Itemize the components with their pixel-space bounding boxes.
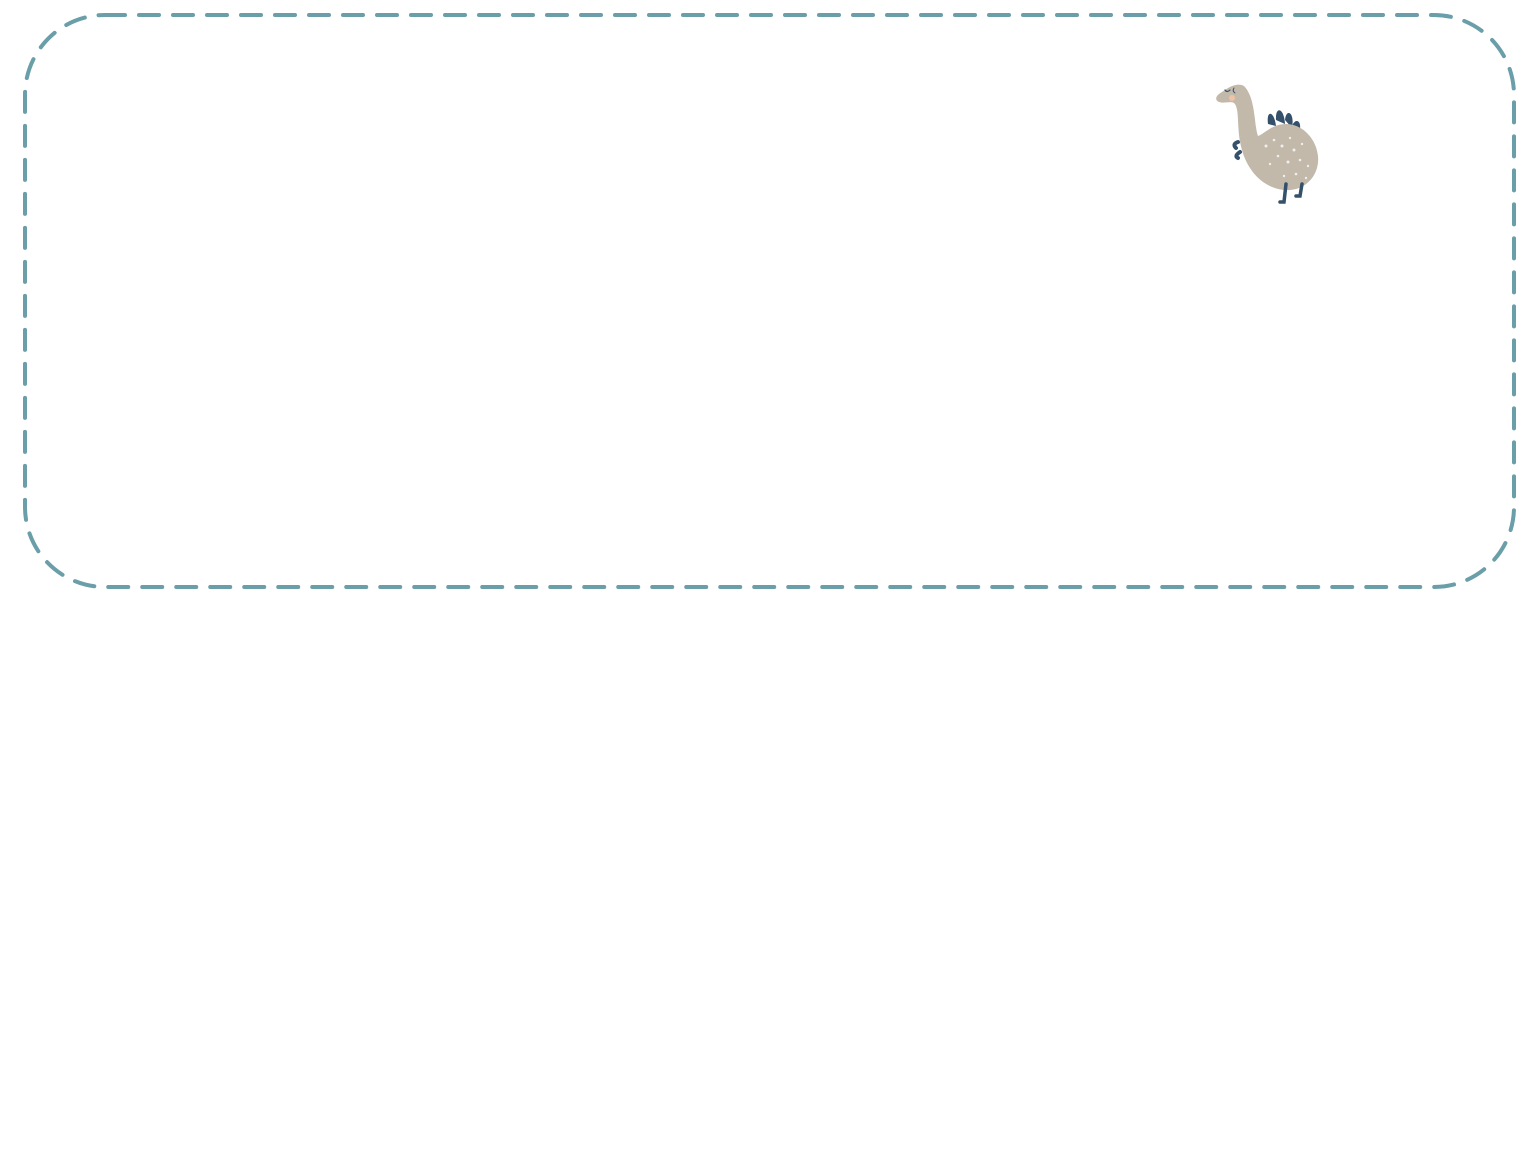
dinosaur-body (1216, 84, 1319, 191)
dinosaur-icon (1216, 84, 1319, 204)
dashed-frame (23, 13, 1516, 589)
